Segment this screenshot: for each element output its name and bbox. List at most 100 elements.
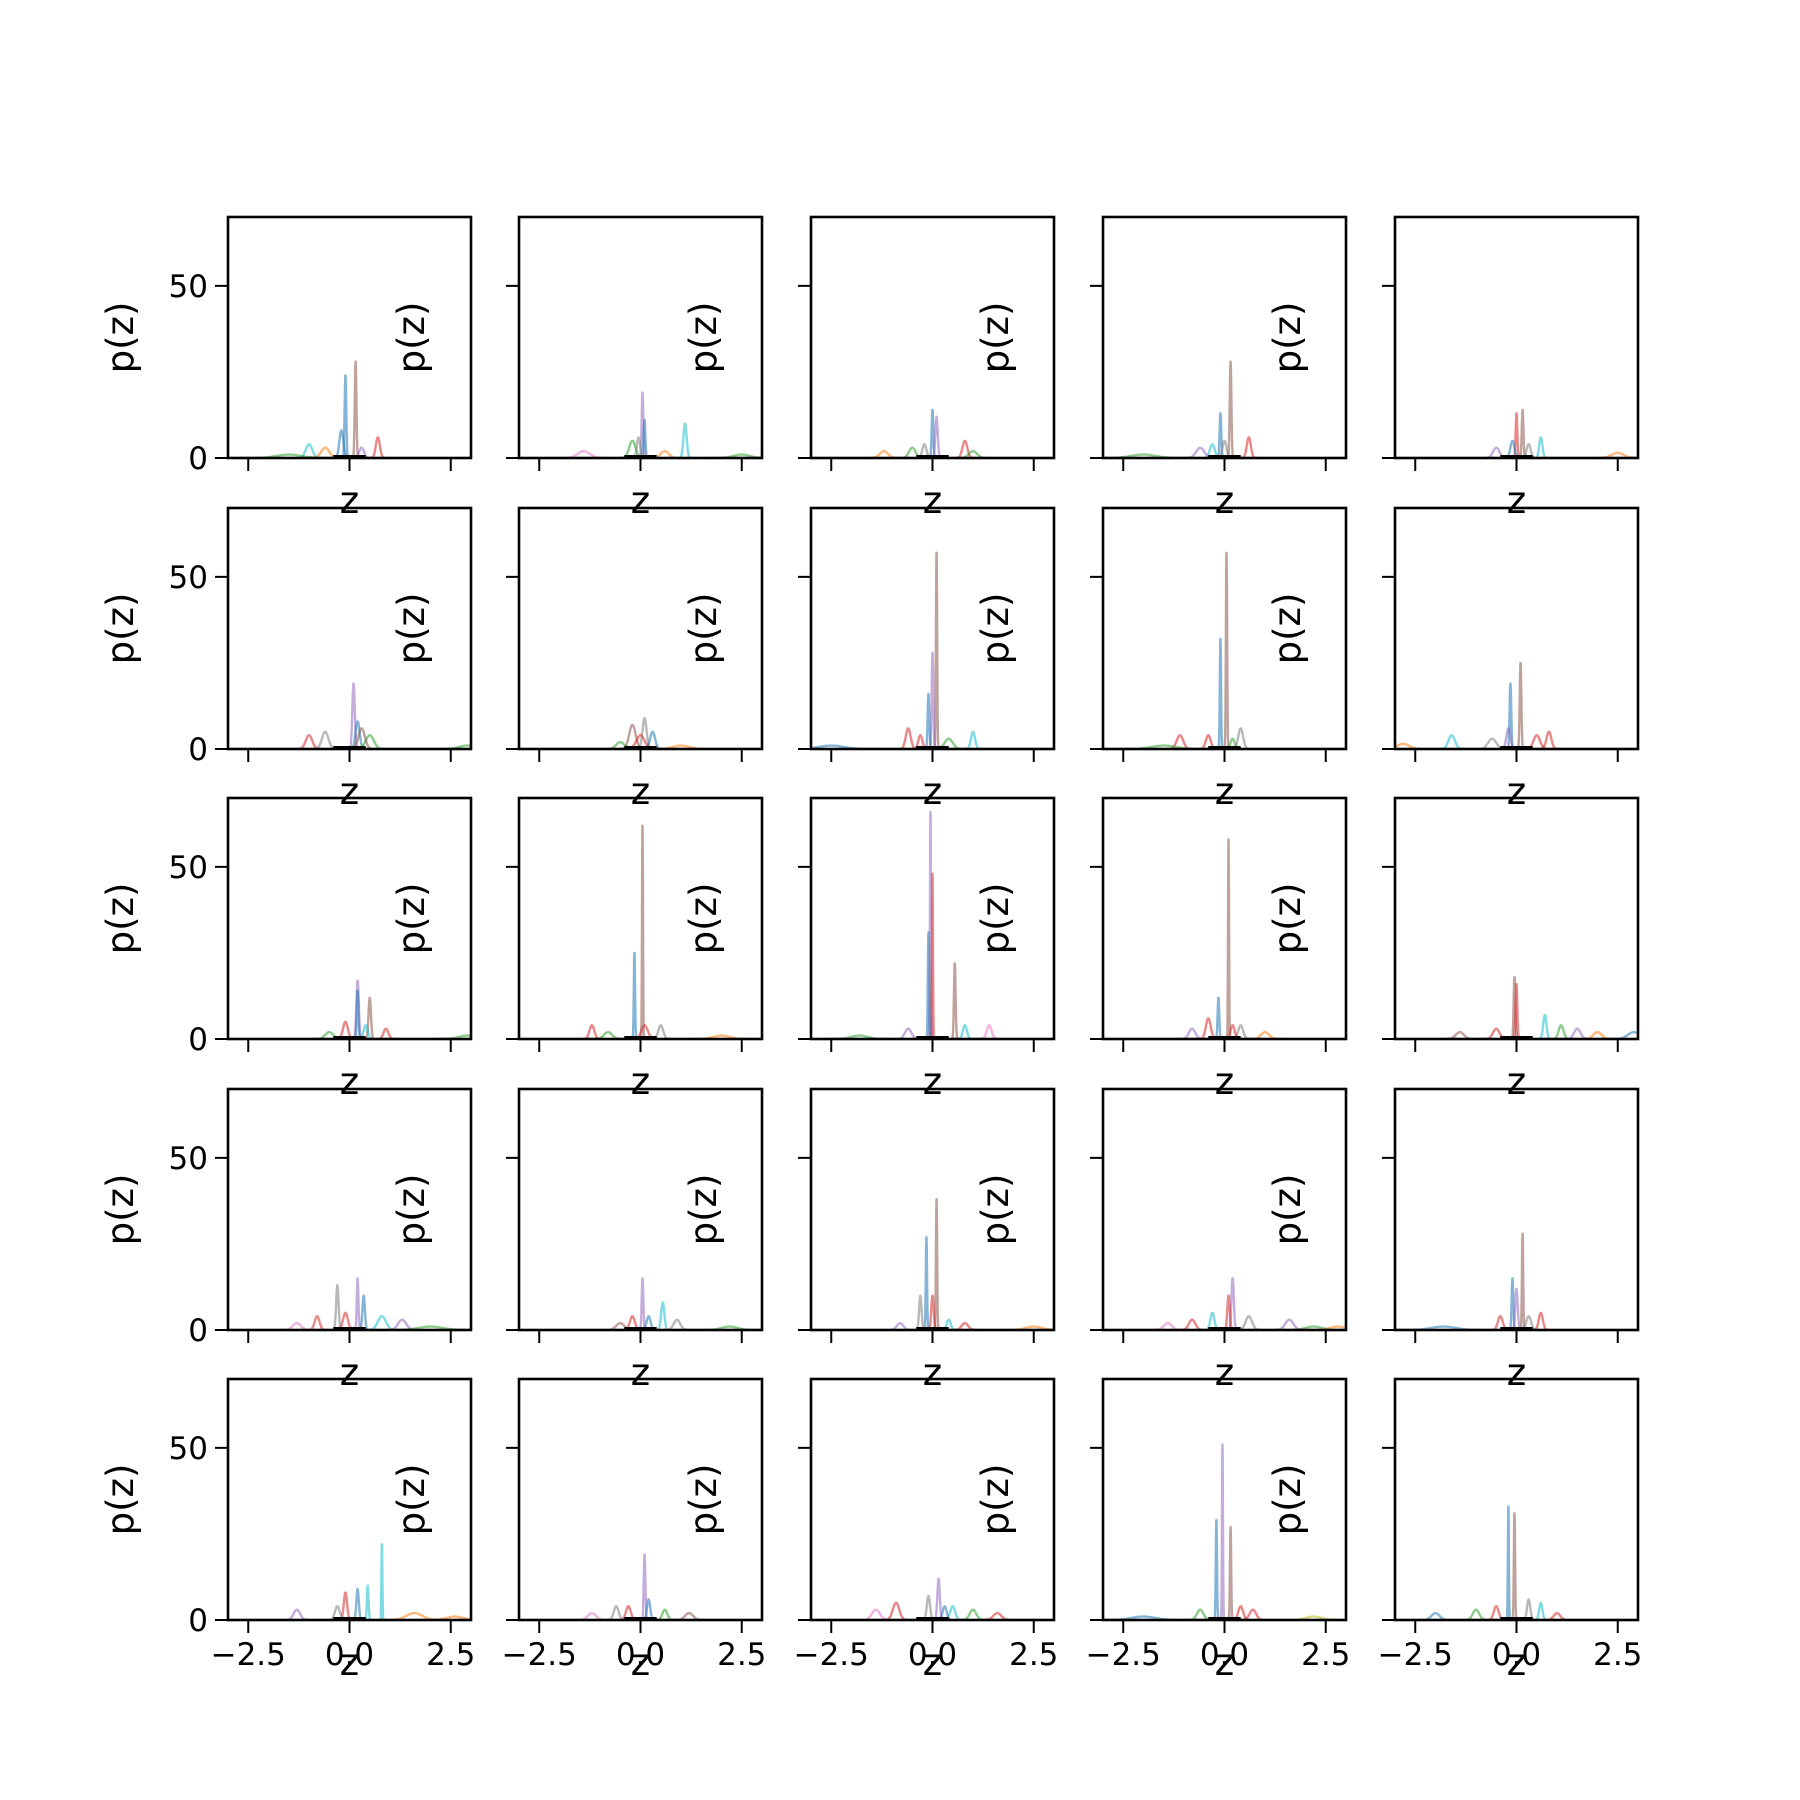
y-axis-label: p(z)	[974, 1174, 1017, 1246]
density-curve-3	[1197, 1017, 1220, 1039]
axes-frame	[1101, 796, 1348, 1041]
density-curve-5	[1178, 1318, 1206, 1330]
y-axis-label: p(z)	[682, 883, 725, 955]
subplot-r1-c3: z p(z)	[682, 215, 1056, 522]
subplot-r5-c1: −2.5 0.0 2.5 0 50 z p(z)	[99, 1377, 475, 1684]
y-axis-label: p(z)	[99, 593, 142, 665]
density-curve-1	[1225, 838, 1232, 1039]
x-axis-label: z	[1507, 1351, 1526, 1394]
x-axis-label: z	[1507, 1641, 1526, 1684]
subplot-r2-c1: 0 50 z p(z)	[99, 506, 473, 813]
y-tick-label: 50	[169, 269, 208, 305]
density-curve-4	[1550, 1024, 1572, 1039]
y-axis-label: p(z)	[682, 1174, 725, 1246]
plot-area	[295, 682, 471, 749]
density-curve-3	[1437, 734, 1466, 749]
subplot-r1-c2: z p(z)	[390, 215, 764, 522]
y-tick-label: 0	[188, 1313, 208, 1349]
subplot-r5-c4: −2.5 0.0 2.5 z p(z)	[974, 1377, 1350, 1684]
density-curve-5	[978, 1024, 1000, 1039]
density-curve-3	[953, 439, 976, 458]
density-curve-3	[581, 1024, 603, 1039]
density-curve-1	[1226, 360, 1236, 458]
axes-frame	[226, 1377, 473, 1622]
density-curve-5	[283, 1608, 311, 1620]
axes-frame	[1101, 215, 1348, 460]
density-curve-3	[351, 1587, 364, 1620]
x-tick-label: 0.0	[1492, 1637, 1541, 1673]
plot-area	[279, 1277, 471, 1330]
y-axis-label: p(z)	[99, 302, 142, 374]
density-curve-3	[881, 1601, 911, 1620]
density-curve-3	[1239, 436, 1259, 458]
x-axis-label: z	[340, 1351, 359, 1394]
subplot-r2-c5: z p(z)	[1266, 506, 1640, 813]
x-axis-label: z	[923, 1351, 942, 1394]
x-tick-label: −2.5	[1086, 1637, 1161, 1673]
density-curve-2	[331, 1284, 344, 1330]
density-curve-3	[1520, 1598, 1537, 1620]
x-axis-label: z	[340, 479, 359, 522]
plot-area	[1103, 1443, 1346, 1620]
density-curve-3	[914, 1294, 927, 1330]
axes-frame	[517, 1377, 764, 1622]
density-curve-1	[1505, 1505, 1512, 1620]
x-axis-label: z	[340, 770, 359, 813]
density-curve-3	[1533, 436, 1549, 458]
subplot-r2-c4: z p(z)	[974, 506, 1348, 813]
axes-frame	[517, 1087, 764, 1332]
y-axis-label: p(z)	[974, 302, 1017, 374]
axes-frame	[517, 506, 764, 751]
y-axis-label: p(z)	[1266, 1174, 1309, 1246]
density-curve-2	[363, 1584, 373, 1620]
subplot-r1-c1: 0 50 z p(z)	[99, 215, 473, 522]
plot-area	[1418, 1505, 1571, 1620]
density-curve-3	[1537, 1013, 1553, 1039]
x-axis-label: z	[1507, 1060, 1526, 1103]
plot-area	[240, 360, 388, 458]
plot-area	[603, 716, 714, 749]
subplot-r4-c2: z p(z)	[390, 1087, 764, 1394]
x-axis-label: z	[631, 1060, 650, 1103]
y-tick-label: 50	[169, 560, 208, 596]
x-axis-label: z	[923, 770, 942, 813]
x-tick-label: −2.5	[794, 1637, 869, 1673]
plot-area	[1395, 1232, 1551, 1330]
density-curve-1	[378, 1543, 386, 1620]
plot-area	[867, 408, 990, 458]
y-axis-label: p(z)	[390, 1174, 433, 1246]
density-curve-4	[306, 1315, 328, 1330]
density-curve-5	[1563, 1027, 1591, 1039]
x-axis-label: z	[631, 479, 650, 522]
y-axis-label: p(z)	[390, 302, 433, 374]
x-axis-label: z	[1215, 479, 1234, 522]
density-curve-2	[1216, 637, 1225, 749]
x-axis-label: z	[340, 1060, 359, 1103]
density-curve-3	[357, 1294, 370, 1330]
x-axis-label: z	[340, 1641, 359, 1684]
plot-area	[811, 551, 983, 749]
density-curve-2	[929, 872, 936, 1039]
y-tick-label: 0	[188, 1603, 208, 1639]
y-tick-label: 50	[169, 1141, 208, 1177]
x-axis-label: z	[1215, 1351, 1234, 1394]
axes-frame	[226, 215, 473, 460]
density-curve-1	[1518, 1232, 1527, 1330]
y-axis-label: p(z)	[974, 883, 1017, 955]
y-axis-label: p(z)	[1266, 593, 1309, 665]
density-curve-3	[677, 422, 693, 458]
density-curve-1	[639, 824, 646, 1039]
plot-area	[575, 1553, 706, 1620]
density-curve-2	[1213, 996, 1223, 1039]
density-curve-1	[1516, 661, 1525, 749]
subplot-r4-c1: 0 50 z p(z)	[99, 1087, 473, 1394]
density-curve-3	[363, 996, 376, 1039]
density-curve-3	[368, 436, 388, 458]
x-axis-label: z	[1215, 1641, 1234, 1684]
axes-frame	[1101, 1087, 1348, 1332]
x-axis-label: z	[631, 770, 650, 813]
density-curve-2	[351, 360, 361, 458]
x-tick-label: 0.0	[616, 1637, 665, 1673]
y-axis-label: p(z)	[1266, 883, 1309, 955]
x-axis-label: z	[923, 1060, 942, 1103]
